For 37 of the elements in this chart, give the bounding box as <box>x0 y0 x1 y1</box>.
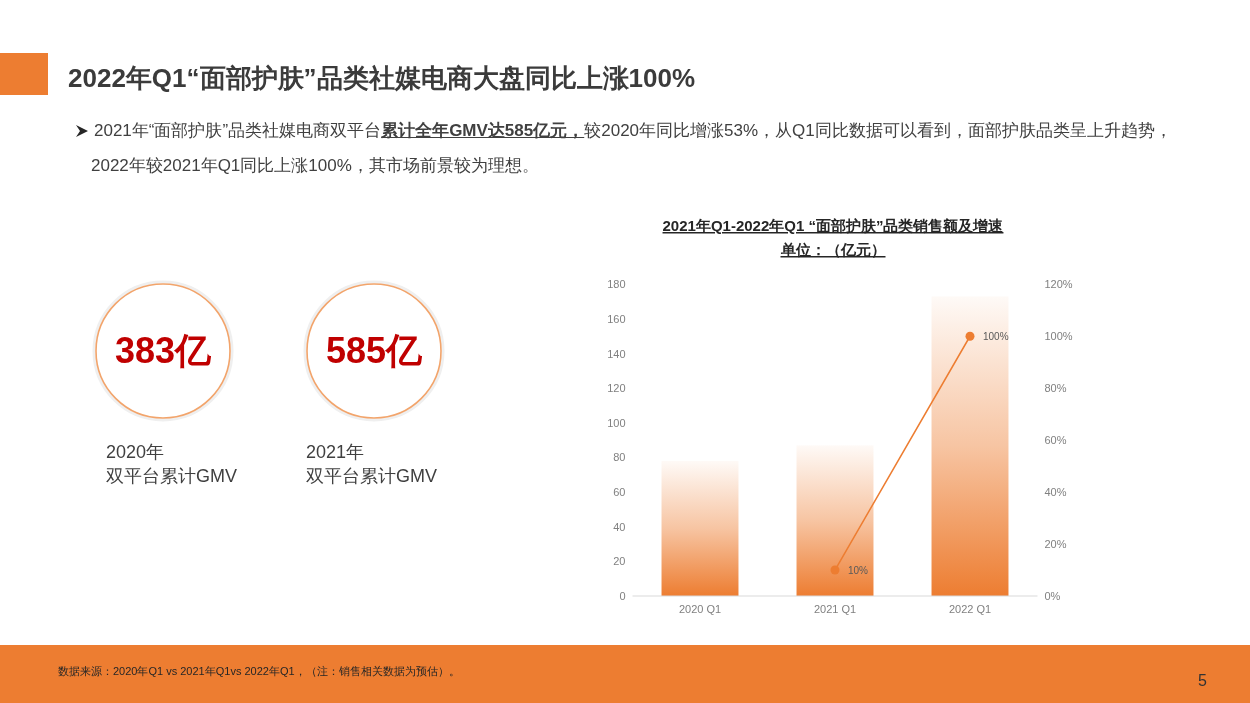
text: 2022年Q1“面部护肤”品类社媒电商大盘同比上涨100% <box>68 62 696 95</box>
y-tick-label: 100 <box>607 416 626 429</box>
y-tick-label: 20 <box>613 555 626 568</box>
text: 5 <box>1198 671 1207 691</box>
text: 2021年“面部护肤”品类社媒电商双平台累计全年GMV达585亿元，较2020年同比增涨53%，从Q1同比数据可以看到，面部护肤品类呈上升趋势，2022年较2021年Q1同比上涨100%，其市场前景较为理想。 <box>91 121 1172 175</box>
x-tick-label: 2020 Q1 <box>678 603 722 615</box>
text: 2021年 <box>306 441 365 464</box>
chart-subtitle: 单位：（亿元） <box>779 241 886 258</box>
y2-tick-label: 100% <box>1044 330 1073 343</box>
bar <box>661 460 739 596</box>
x-tick-label: 2021 Q1 <box>813 603 857 615</box>
y-tick-label: 60 <box>613 486 626 499</box>
source-note: 数据来源：2020年Q1 vs 2021年Q1vs 2022年Q1，（注：销售相关数据为预估）。 <box>58 664 460 679</box>
bar <box>796 445 874 596</box>
text: 双平台累计GMV <box>306 465 438 488</box>
y-tick-label: 120 <box>607 382 626 395</box>
y-tick-label: 40 <box>613 520 626 533</box>
data-label: 100% <box>983 330 1009 342</box>
y2-tick-label: 120% <box>1044 278 1073 291</box>
text: 双平台累计GMV <box>106 465 238 488</box>
y2-tick-label: 40% <box>1044 486 1067 499</box>
y2-tick-label: 0% <box>1044 590 1061 602</box>
text: 383亿 <box>113 329 213 373</box>
y2-tick-label: 60% <box>1044 434 1067 447</box>
y2-tick-label: 80% <box>1044 382 1067 395</box>
chart-title: 2021年Q1-2022年Q1 “面部护肤”品类销售额及增速 <box>662 217 1005 234</box>
bar <box>931 296 1009 596</box>
y-tick-label: 140 <box>607 347 626 360</box>
text: 2020年 <box>106 441 165 464</box>
y-tick-label: 160 <box>607 312 626 325</box>
y2-tick-label: 20% <box>1044 538 1067 551</box>
x-tick-label: 2022 Q1 <box>948 603 992 615</box>
y-tick-label: 180 <box>607 278 626 291</box>
text: 585亿 <box>324 329 424 373</box>
y-tick-label: 80 <box>613 451 626 464</box>
y-tick-label: 0 <box>619 590 626 602</box>
data-label: 10% <box>848 564 869 576</box>
